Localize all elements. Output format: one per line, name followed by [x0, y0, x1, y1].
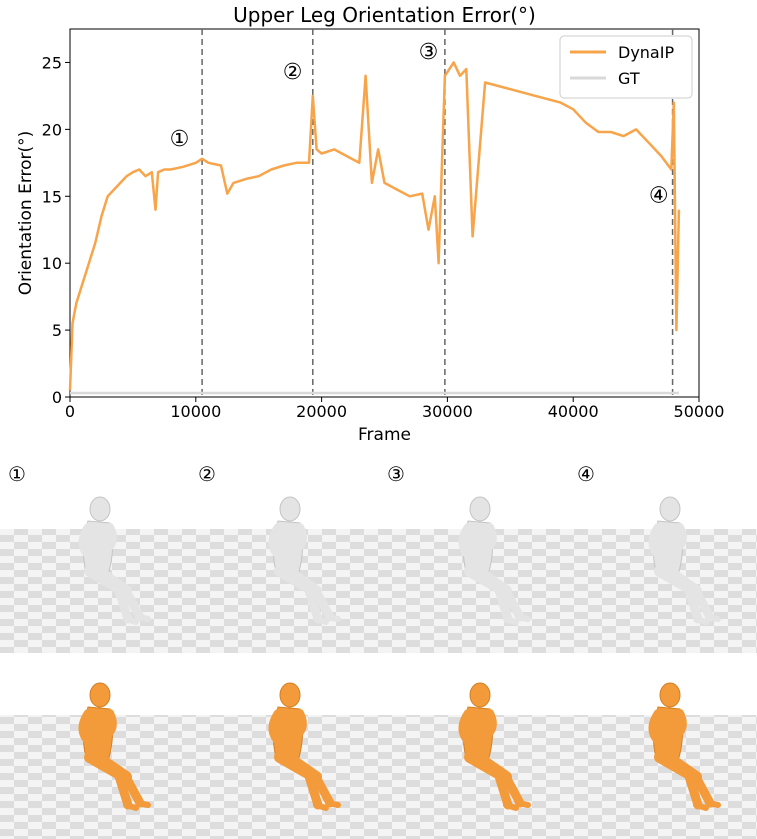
figure-pred-2: [268, 682, 341, 811]
x-tick-label-0: 0: [65, 402, 75, 421]
series-line-dynaip: [68, 61, 681, 391]
render-panels: [0, 496, 757, 839]
figure-gt-4: [648, 496, 721, 625]
panel-label-3: ③: [387, 462, 405, 486]
series-group: [68, 61, 681, 395]
x-axis: 0 10000 20000 30000 40000 50000: [65, 397, 725, 421]
legend-label-gt: GT: [618, 69, 640, 88]
legend-label-dynaip: DynaIP: [618, 43, 674, 62]
x-tick-label-5: 50000: [674, 402, 725, 421]
figure-pred-3: [458, 682, 531, 811]
y-tick-label-3: 15: [42, 187, 62, 206]
y-axis-label: Orientation Error(°): [16, 131, 36, 296]
figure-gt-3: [458, 496, 531, 625]
y-axis: 0 5 10 15 20 25: [42, 53, 70, 407]
y-tick-label-0: 0: [52, 388, 62, 407]
x-axis-label: Frame: [358, 425, 411, 445]
x-tick-label-4: 40000: [548, 402, 599, 421]
y-tick-label-5: 25: [42, 53, 62, 72]
figure-pred-4: [648, 682, 721, 811]
annotation-2: ②: [283, 60, 303, 85]
y-tick-label-1: 5: [52, 321, 62, 340]
x-tick-label-2: 20000: [296, 402, 347, 421]
figure-pred-1: [78, 682, 151, 811]
panel-label-1: ①: [8, 462, 26, 486]
plot-frame: [69, 28, 700, 398]
figure-gt-1: [78, 496, 151, 625]
annotations: ① ② ③ ④: [170, 40, 669, 208]
chart-title: Upper Leg Orientation Error(°): [233, 3, 536, 27]
x-tick-label-1: 10000: [170, 402, 221, 421]
annotation-3: ③: [419, 40, 439, 65]
figure-gt-2: [268, 496, 341, 625]
legend: DynaIP GT: [559, 35, 693, 99]
y-tick-label-2: 10: [42, 254, 62, 273]
plot-area: ① ② ③ ④: [68, 28, 700, 398]
panel-label-4: ④: [577, 462, 595, 486]
panel-label-row: ① ② ③ ④: [0, 462, 757, 486]
annotation-1: ①: [170, 127, 190, 152]
y-tick-label-4: 20: [42, 120, 62, 139]
error-chart: ① ② ③ ④ 0 10000 20000 30000 40000 50000 0 5 10 15 20…: [16, 3, 725, 445]
annotation-4: ④: [649, 183, 669, 208]
panel-label-2: ②: [198, 462, 216, 486]
x-tick-label-3: 30000: [422, 402, 473, 421]
